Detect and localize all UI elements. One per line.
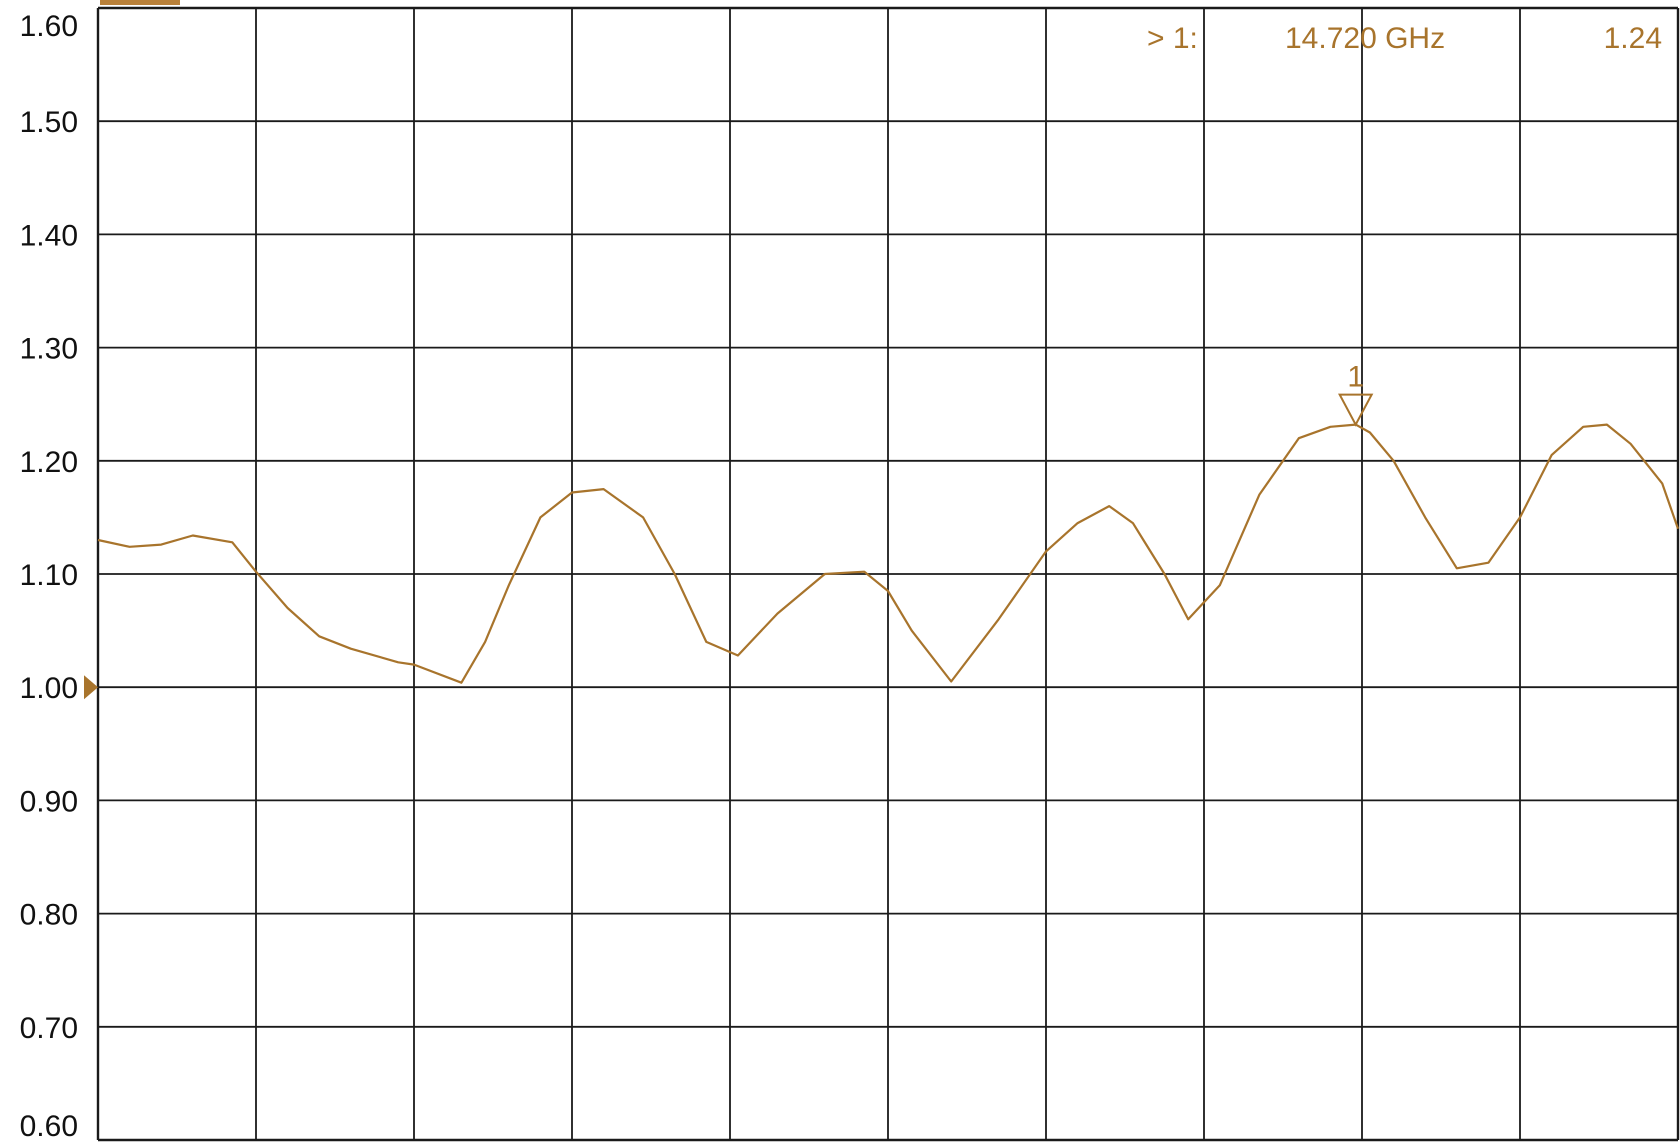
trace-line [97, 423, 1680, 684]
marker-readout: > 1: 14.720 GHz 1.24 [1147, 22, 1662, 55]
y-tick-label: 0.60 [20, 1110, 78, 1143]
y-tick-label: 1.00 [20, 672, 78, 705]
reference-level-arrow [84, 675, 98, 700]
corner-tab [100, 0, 180, 5]
marker-triangle-icon [1338, 393, 1374, 427]
y-tick-label: 1.50 [20, 106, 78, 139]
y-tick-label: 1.30 [20, 333, 78, 366]
y-tick-label: 0.70 [20, 1012, 78, 1045]
marker-number-label: 1 [1347, 361, 1364, 394]
y-tick-label: 1.60 [20, 10, 78, 43]
marker-value: 1.24 [1604, 22, 1662, 55]
marker-frequency: 14.720 GHz [1285, 22, 1445, 55]
grid [96, 6, 1680, 1142]
marker-1: 1 [1338, 361, 1374, 427]
marker-readout-prefix: > 1: [1147, 22, 1198, 55]
y-tick-label: 1.10 [20, 559, 78, 592]
y-tick-label: 0.80 [20, 899, 78, 932]
y-axis-ticks: 1.60 1.50 1.40 1.30 1.20 1.10 1.00 0.90 0.80 0.70… [20, 10, 78, 1143]
y-tick-label: 1.20 [20, 446, 78, 479]
y-tick-label: 1.40 [20, 219, 78, 252]
y-tick-label: 0.90 [20, 785, 78, 818]
